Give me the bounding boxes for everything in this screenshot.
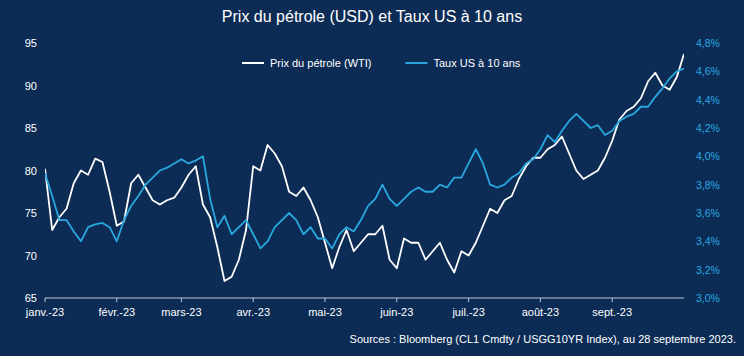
y2-tick-label: 4,2% [696, 122, 720, 134]
x-tick [468, 298, 469, 302]
x-tick [325, 298, 326, 302]
y2-tick-label: 3,4% [696, 235, 720, 247]
y2-tick-label: 3,6% [696, 207, 720, 219]
y2-tick-label: 4,0% [696, 150, 720, 162]
x-tick [45, 298, 46, 302]
y-tick-label: 90 [25, 80, 37, 92]
y-tick-label: 65 [25, 292, 37, 304]
x-tick-label: févr.-23 [98, 306, 135, 318]
y2-tick-label: 3,0% [696, 292, 720, 304]
y-tick-label: 75 [25, 207, 37, 219]
x-tick-label: avr.-23 [236, 306, 270, 318]
series-line [45, 69, 684, 249]
y-tick [42, 128, 45, 129]
y-tick [42, 213, 45, 214]
y2-tick [684, 71, 687, 72]
title: Prix du pétrole (USD) et Taux US à 10 an… [222, 8, 522, 25]
y-tick-label: 85 [25, 122, 37, 134]
x-tick-label: mars-23 [161, 306, 201, 318]
y-tick-label: 80 [25, 165, 37, 177]
y2-tick-label: 4,6% [696, 65, 720, 77]
x-tick-label: mai-23 [308, 306, 342, 318]
y2-tick [684, 298, 687, 299]
x-axis [45, 298, 684, 299]
plot-area [45, 54, 684, 281]
y2-tick [684, 241, 687, 242]
legend-swatch [405, 62, 427, 64]
x-tick-label: juin-23 [379, 306, 413, 318]
legend-label: Taux US à 10 ans [433, 57, 520, 69]
series-line [45, 54, 684, 281]
y2-tick [684, 43, 687, 44]
y2-tick-label: 3,8% [696, 179, 720, 191]
legend: Prix du pétrole (WTI) Taux US à 10 ans [242, 57, 521, 69]
legend-label: Prix du pétrole (WTI) [270, 57, 371, 69]
y-tick [42, 85, 45, 86]
y2-tick-label: 4,4% [696, 94, 720, 106]
x-tick [396, 298, 397, 302]
x-tick-label: juil.-23 [451, 306, 484, 318]
y2-tick-label: 3,2% [696, 264, 720, 276]
background [0, 0, 744, 356]
x-tick-label: sept.-23 [592, 306, 632, 318]
y2-tick [684, 184, 687, 185]
y-tick [42, 255, 45, 256]
x-tick [540, 298, 541, 302]
y2-tick [684, 128, 687, 129]
x-tick [181, 298, 182, 302]
y2-tick [684, 156, 687, 157]
y-tick-label: 95 [25, 37, 37, 49]
x-tick-label: août-23 [522, 306, 559, 318]
y2-tick-label: 4,8% [696, 37, 720, 49]
y-tick-label: 70 [25, 250, 37, 262]
x-tick [253, 298, 254, 302]
y-tick [42, 170, 45, 171]
y2-tick [684, 99, 687, 100]
source-note: Sources : Bloomberg (CL1 Cmdty / USGG10Y… [350, 333, 736, 345]
y2-tick [684, 269, 687, 270]
y-tick [42, 43, 45, 44]
y2-tick [684, 213, 687, 214]
chart: Prix du pétrole (USD) et Taux US à 10 an… [0, 0, 744, 356]
x-tick-label: janv.-23 [25, 306, 64, 318]
legend-swatch [242, 62, 264, 64]
x-tick [116, 298, 117, 302]
x-tick [612, 298, 613, 302]
